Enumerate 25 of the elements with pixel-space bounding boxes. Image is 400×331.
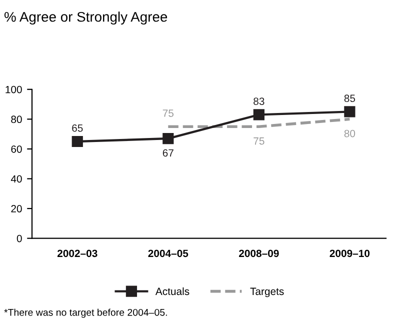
- y-tick-label: 0: [16, 234, 22, 242]
- legend-label: Actuals: [155, 287, 190, 296]
- text: *There was no target before 2004–05.: [4, 308, 167, 318]
- point: [253, 109, 264, 120]
- y-tick-label: 20: [11, 205, 22, 212]
- chart-title: % Agree or Strongly Agree: [4, 12, 168, 25]
- x-tick-label: 2009–10: [330, 250, 370, 258]
- point: [72, 136, 83, 148]
- y-tick-label: 40: [10, 175, 22, 183]
- data-label: 65: [72, 124, 83, 132]
- data-label: 80: [344, 130, 356, 138]
- data-label: 75: [254, 137, 264, 145]
- x-tick-label: 2008–09: [239, 250, 279, 258]
- data-label: 85: [344, 94, 356, 102]
- point: [162, 132, 174, 144]
- data-label: 83: [254, 98, 264, 105]
- y-tick-label: 60: [11, 145, 22, 153]
- x-tick-label: 2002–03: [57, 250, 98, 258]
- y-tick-label: 80: [11, 116, 22, 124]
- data-label: 75: [162, 110, 174, 117]
- data-label: 67: [162, 149, 174, 157]
- x-tick-label: 2004–05: [148, 250, 188, 258]
- point: [344, 106, 356, 118]
- legend-label: Targets: [250, 288, 284, 298]
- y-tick-label: 100: [6, 86, 22, 94]
